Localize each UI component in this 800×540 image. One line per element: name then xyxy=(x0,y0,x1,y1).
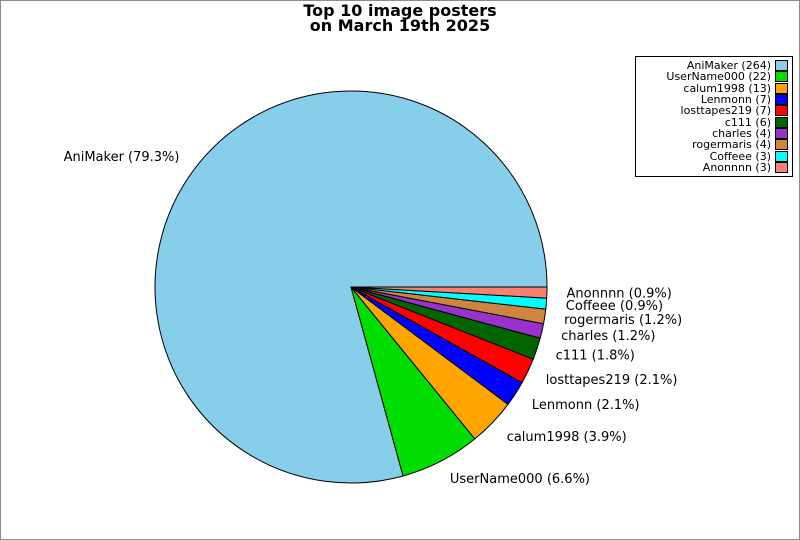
pie-slice-Anonnnn xyxy=(350,286,548,299)
legend-item-UserName000: UserName000 (22) xyxy=(638,70,788,84)
legend-label: charles (4) xyxy=(712,126,771,140)
legend: AniMaker (264) UserName000 (22) calum1998 … xyxy=(635,56,793,177)
legend-label: c111 (6) xyxy=(724,115,771,129)
legend-swatch xyxy=(775,71,788,83)
legend-swatch xyxy=(775,105,788,117)
legend-label: Lenmonn (7) xyxy=(700,93,771,107)
slice-label-rogermaris: rogermaris (1.2%) xyxy=(564,313,682,328)
legend-item-Anonnnn: Anonnnn (3) xyxy=(638,160,788,174)
legend-item-Lenmonn: Lenmonn (7) xyxy=(638,93,788,107)
legend-label: Coffeee (3) xyxy=(709,149,771,163)
legend-swatch xyxy=(775,60,788,72)
legend-label: rogermaris (4) xyxy=(692,138,771,152)
legend-item-Coffeee: Coffeee (3) xyxy=(638,149,788,163)
legend-label: Anonnnn (3) xyxy=(702,160,771,174)
legend-swatch xyxy=(775,150,788,162)
legend-swatch xyxy=(775,161,788,173)
slice-label-losttapes219: losttapes219 (2.1%) xyxy=(546,373,678,388)
legend-swatch xyxy=(775,127,788,139)
slice-label-Coffeee: Coffeee (0.9%) xyxy=(566,299,663,314)
legend-item-charles: charles (4) xyxy=(638,126,788,140)
legend-swatch xyxy=(775,116,788,128)
legend-item-c111: c111 (6) xyxy=(638,115,788,129)
chart-title: Top 10 image posters on March 19th 2025 xyxy=(1,1,799,35)
legend-swatch xyxy=(775,94,788,106)
slice-label-c111: c111 (1.8%) xyxy=(556,349,635,364)
chart-title-line1: Top 10 image posters xyxy=(303,1,497,20)
slice-label-Anonnnn: Anonnnn (0.9%) xyxy=(567,287,672,302)
slice-label-AniMaker: AniMaker (79.3%) xyxy=(64,150,180,165)
legend-label: UserName000 (22) xyxy=(666,70,771,84)
legend-label: AniMaker (264) xyxy=(686,59,771,73)
legend-item-losttapes219: losttapes219 (7) xyxy=(638,104,788,118)
legend-label: calum1998 (13) xyxy=(683,81,771,95)
chart-title-line2: on March 19th 2025 xyxy=(309,15,491,35)
slice-label-charles: charles (1.2%) xyxy=(561,329,655,344)
legend-item-rogermaris: rogermaris (4) xyxy=(638,138,788,152)
legend-item-calum1998: calum1998 (13) xyxy=(638,81,788,95)
legend-swatch xyxy=(775,82,788,94)
slice-label-Lenmonn: Lenmonn (2.1%) xyxy=(532,398,640,413)
slice-label-UserName000: UserName000 (6.6%) xyxy=(450,472,590,487)
legend-label: losttapes219 (7) xyxy=(680,104,771,118)
slice-label-calum1998: calum1998 (3.9%) xyxy=(507,430,627,445)
legend-swatch xyxy=(775,139,788,151)
legend-item-AniMaker: AniMaker (264) xyxy=(638,59,788,73)
